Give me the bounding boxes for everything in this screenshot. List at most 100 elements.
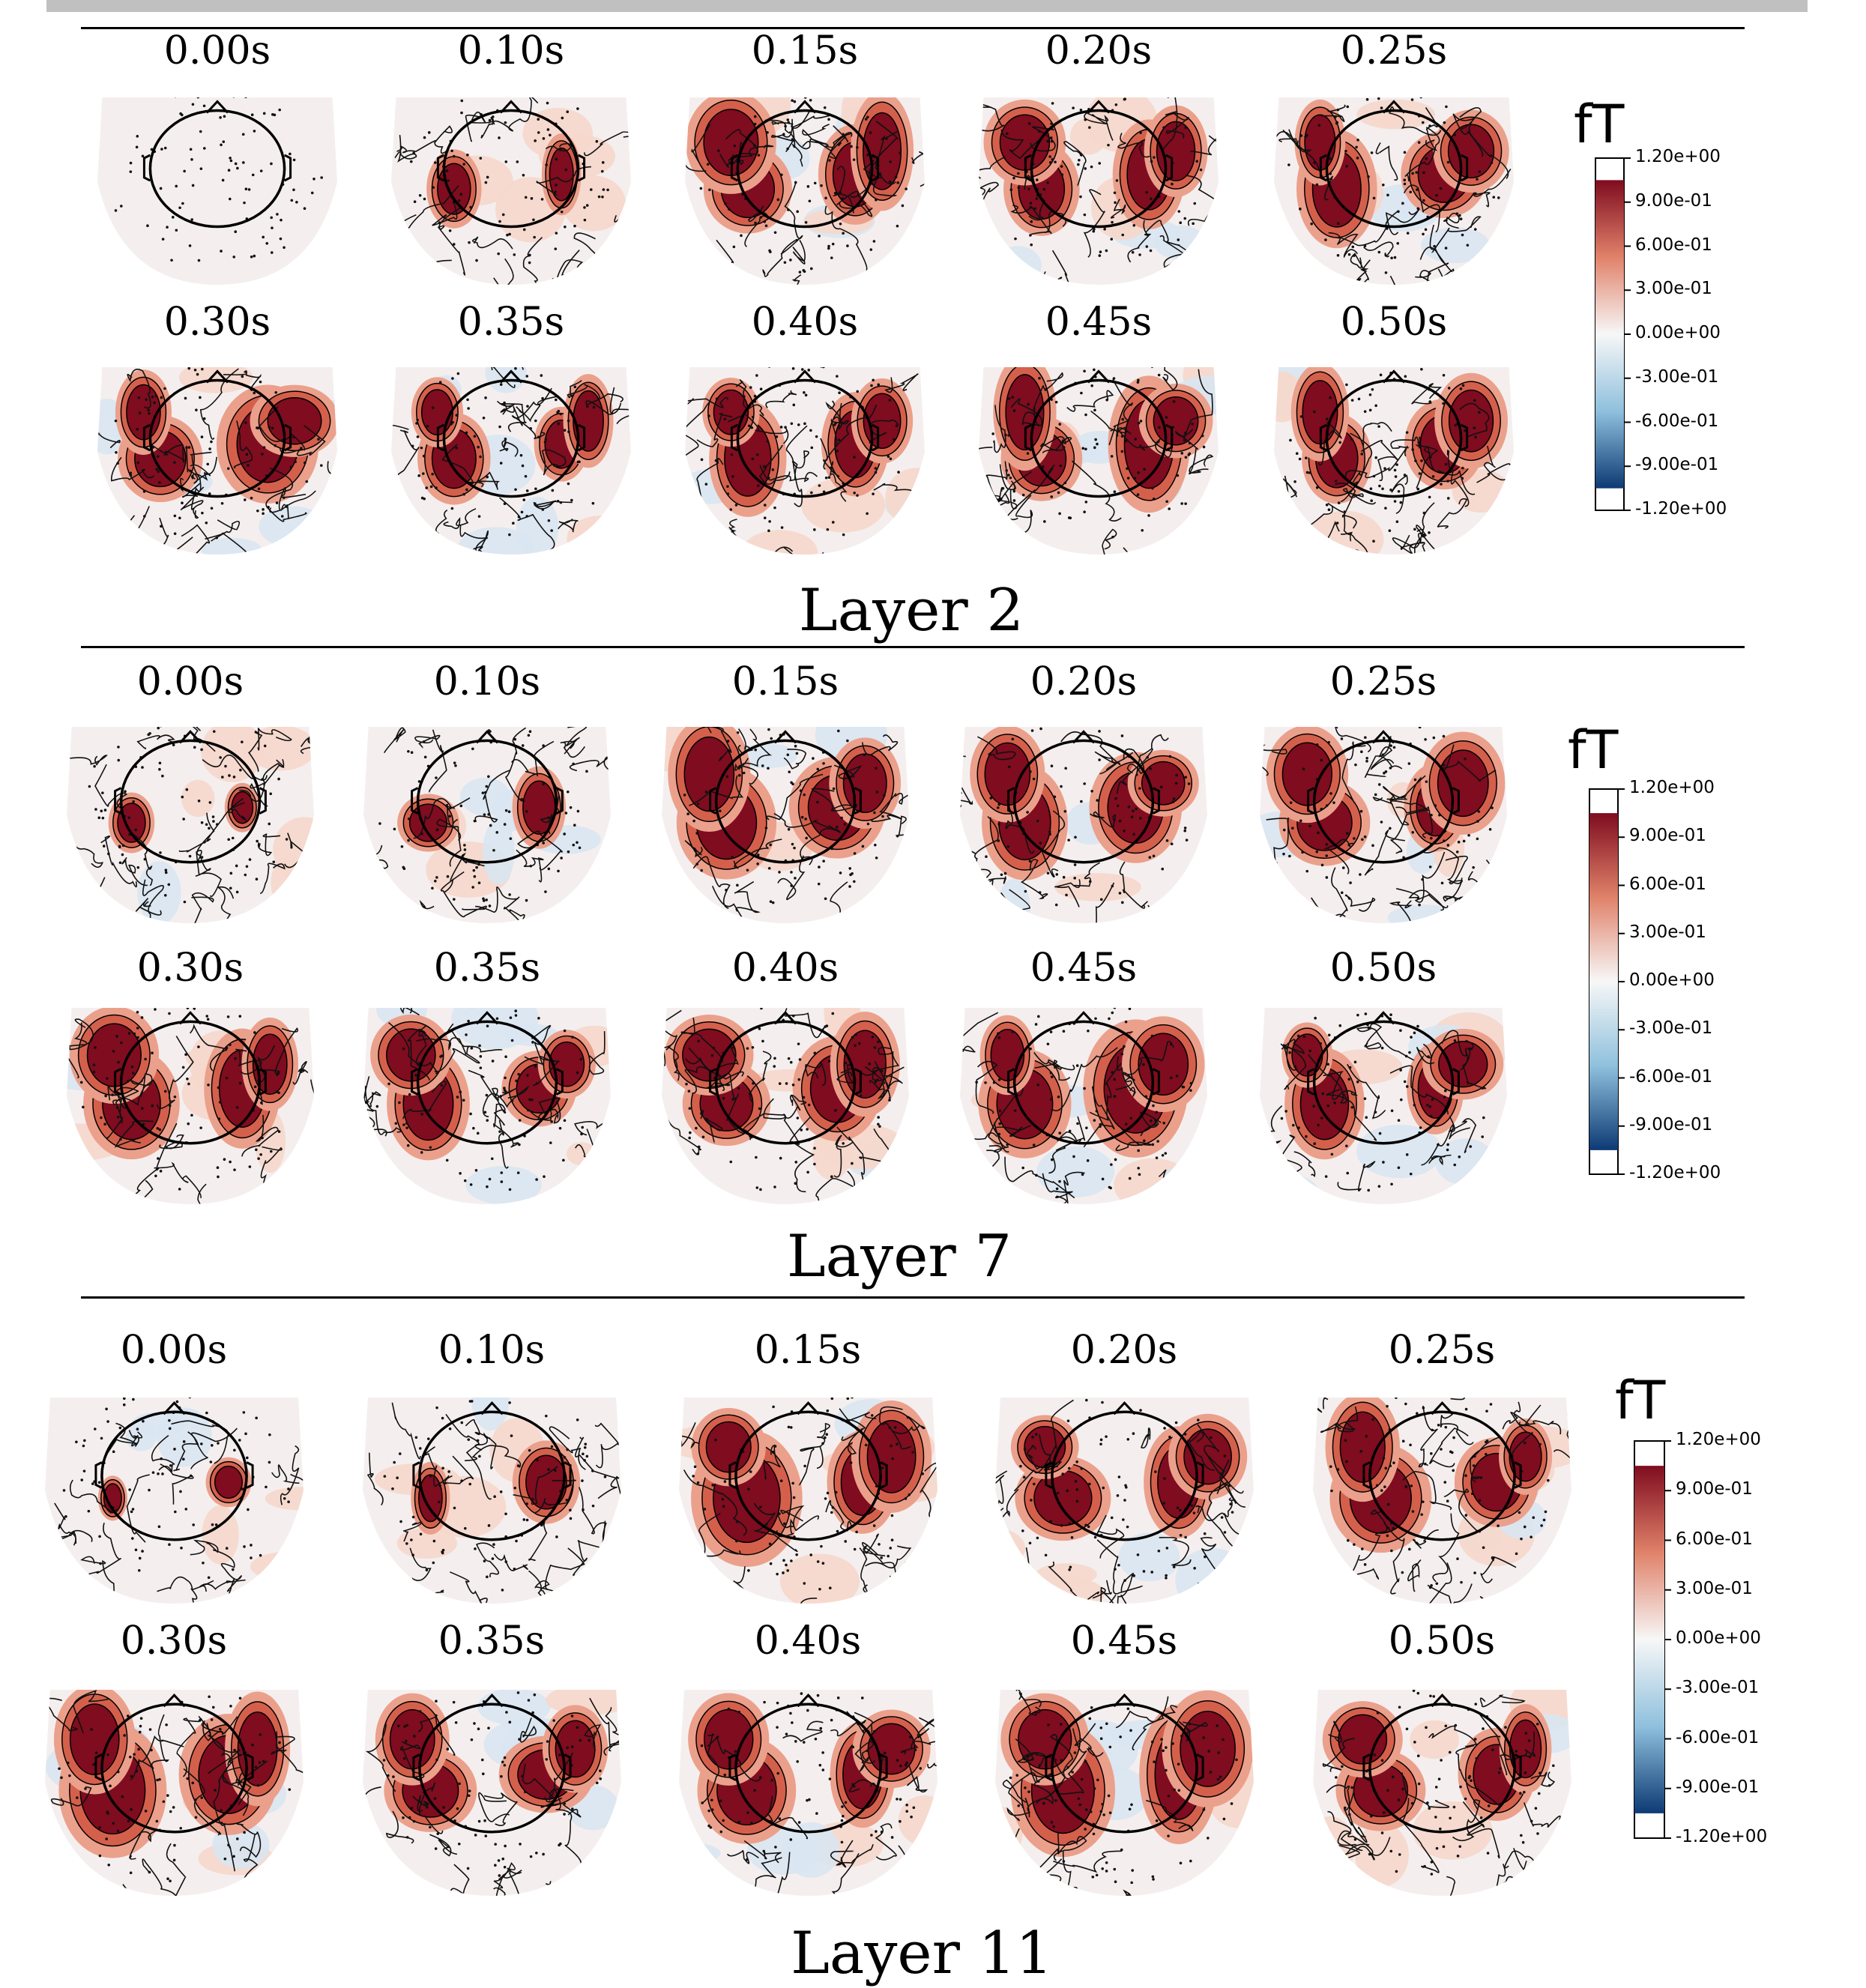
- topomap-head: [97, 97, 337, 285]
- time-label: 0.40s: [754, 1619, 862, 1664]
- time-label: 0.30s: [163, 300, 271, 345]
- topomap-head: [662, 1008, 909, 1204]
- topomap-head: [362, 1398, 621, 1604]
- top-border-bar: [46, 0, 1808, 12]
- time-label: 0.25s: [1388, 1328, 1496, 1373]
- topomap-head: [662, 727, 909, 923]
- time-label: 0.50s: [1388, 1619, 1496, 1664]
- colorbar-tick-label: 1.20e+00: [1629, 778, 1715, 797]
- time-label: 0.40s: [751, 300, 859, 345]
- topomap-head: [1312, 1398, 1571, 1604]
- topomap-head: [44, 1690, 304, 1896]
- time-label: 0.10s: [433, 659, 541, 704]
- colorbar-tick-label: 0.00e+00: [1629, 970, 1715, 990]
- colorbar-tick-label: -6.00e-01: [1629, 1066, 1713, 1087]
- topomap-head: [363, 1008, 611, 1204]
- topomap-head: [67, 727, 314, 923]
- time-label: 0.50s: [1329, 946, 1437, 991]
- colorbar-tick-label: 9.00e-01: [1676, 1479, 1753, 1499]
- colorbar-tick-label: 9.00e-01: [1629, 826, 1706, 846]
- topomap-head: [1260, 727, 1507, 923]
- colorbar-tick-label: 1.20e+00: [1635, 147, 1721, 166]
- topomap-head: [685, 97, 925, 285]
- topomap-head: [1260, 1008, 1507, 1204]
- time-label: 0.30s: [136, 946, 244, 991]
- colorbar-tick-label: 9.00e-01: [1635, 190, 1712, 211]
- colorbar: [1634, 1440, 1671, 1839]
- topomap-head: [1312, 1690, 1571, 1896]
- topomap-head: [979, 367, 1219, 555]
- time-label: 0.20s: [1045, 28, 1153, 73]
- topomap-head: [678, 1690, 937, 1896]
- topomap-head: [67, 1008, 314, 1204]
- time-label: 0.15s: [754, 1328, 862, 1373]
- time-label: 0.15s: [731, 659, 839, 704]
- colorbar-tick-label: -1.20e+00: [1629, 1163, 1721, 1182]
- time-label: 0.10s: [438, 1328, 546, 1373]
- colorbar-unit: fT: [1568, 719, 1619, 781]
- topomap-head: [97, 367, 337, 555]
- topomap-head: [960, 727, 1207, 923]
- colorbar-tick-label: 6.00e-01: [1635, 235, 1712, 255]
- topomap-head: [979, 97, 1219, 285]
- colorbar: [1589, 788, 1625, 1175]
- time-label: 0.20s: [1030, 659, 1138, 704]
- colorbar-tick-label: 3.00e-01: [1629, 922, 1706, 942]
- layer-caption: Layer 11: [791, 1920, 1053, 1987]
- layer-caption: Layer 7: [786, 1223, 1012, 1290]
- section-divider: [81, 1296, 1745, 1299]
- colorbar-tick-label: 3.00e-01: [1676, 1578, 1753, 1598]
- colorbar-tick-label: -3.00e-01: [1629, 1018, 1713, 1039]
- colorbar-tick-label: -9.00e-01: [1635, 455, 1719, 475]
- time-label: 0.40s: [731, 946, 839, 991]
- topomap-head: [685, 367, 925, 555]
- topomap-head: [362, 1690, 621, 1896]
- time-label: 0.00s: [120, 1328, 228, 1373]
- time-label: 0.35s: [433, 946, 541, 991]
- time-label: 0.20s: [1070, 1328, 1178, 1373]
- section-divider: [81, 27, 1745, 29]
- colorbar-tick-label: 1.20e+00: [1676, 1430, 1761, 1449]
- topomap-head: [678, 1398, 937, 1604]
- time-label: 0.50s: [1340, 300, 1448, 345]
- topomap-head: [1274, 367, 1514, 555]
- section-divider: [81, 646, 1745, 648]
- colorbar-tick-label: -9.00e-01: [1629, 1114, 1713, 1135]
- time-label: 0.45s: [1030, 946, 1138, 991]
- topomap-head: [391, 97, 631, 285]
- time-label: 0.35s: [438, 1619, 546, 1664]
- colorbar-unit: fT: [1615, 1370, 1666, 1431]
- colorbar-tick-label: -3.00e-01: [1676, 1678, 1760, 1698]
- colorbar-tick-label: -3.00e-01: [1635, 366, 1719, 387]
- colorbar-tick-label: 6.00e-01: [1629, 874, 1706, 894]
- layer-caption: Layer 2: [798, 577, 1024, 644]
- time-label: 0.00s: [136, 659, 244, 704]
- colorbar-tick-label: 6.00e-01: [1676, 1529, 1753, 1549]
- time-label: 0.35s: [457, 300, 565, 345]
- colorbar-tick-label: 0.00e+00: [1635, 323, 1721, 342]
- colorbar-tick-label: -6.00e-01: [1676, 1727, 1760, 1747]
- colorbar-tick-label: -1.20e+00: [1676, 1827, 1768, 1846]
- time-label: 0.45s: [1045, 300, 1153, 345]
- colorbar-tick-label: 0.00e+00: [1676, 1628, 1761, 1648]
- time-label: 0.30s: [120, 1619, 228, 1664]
- colorbar-tick-label: -6.00e-01: [1635, 411, 1719, 431]
- time-label: 0.15s: [751, 28, 859, 73]
- time-label: 0.10s: [457, 28, 565, 73]
- topomap-head: [994, 1398, 1254, 1604]
- topomap-head: [960, 1008, 1207, 1204]
- colorbar-tick-label: -9.00e-01: [1676, 1777, 1760, 1797]
- colorbar-tick-label: 3.00e-01: [1635, 279, 1712, 299]
- time-label: 0.00s: [163, 28, 271, 73]
- time-label: 0.25s: [1329, 659, 1437, 704]
- colorbar: [1595, 157, 1631, 511]
- topomap-head: [363, 727, 611, 923]
- topomap-head: [994, 1690, 1254, 1896]
- topomap-head: [391, 367, 631, 555]
- time-label: 0.25s: [1340, 28, 1448, 73]
- colorbar-unit: fT: [1574, 94, 1625, 155]
- topomap-head: [1274, 97, 1514, 285]
- topomap-head: [44, 1398, 304, 1604]
- colorbar-tick-label: -1.20e+00: [1635, 499, 1727, 519]
- time-label: 0.45s: [1070, 1619, 1178, 1664]
